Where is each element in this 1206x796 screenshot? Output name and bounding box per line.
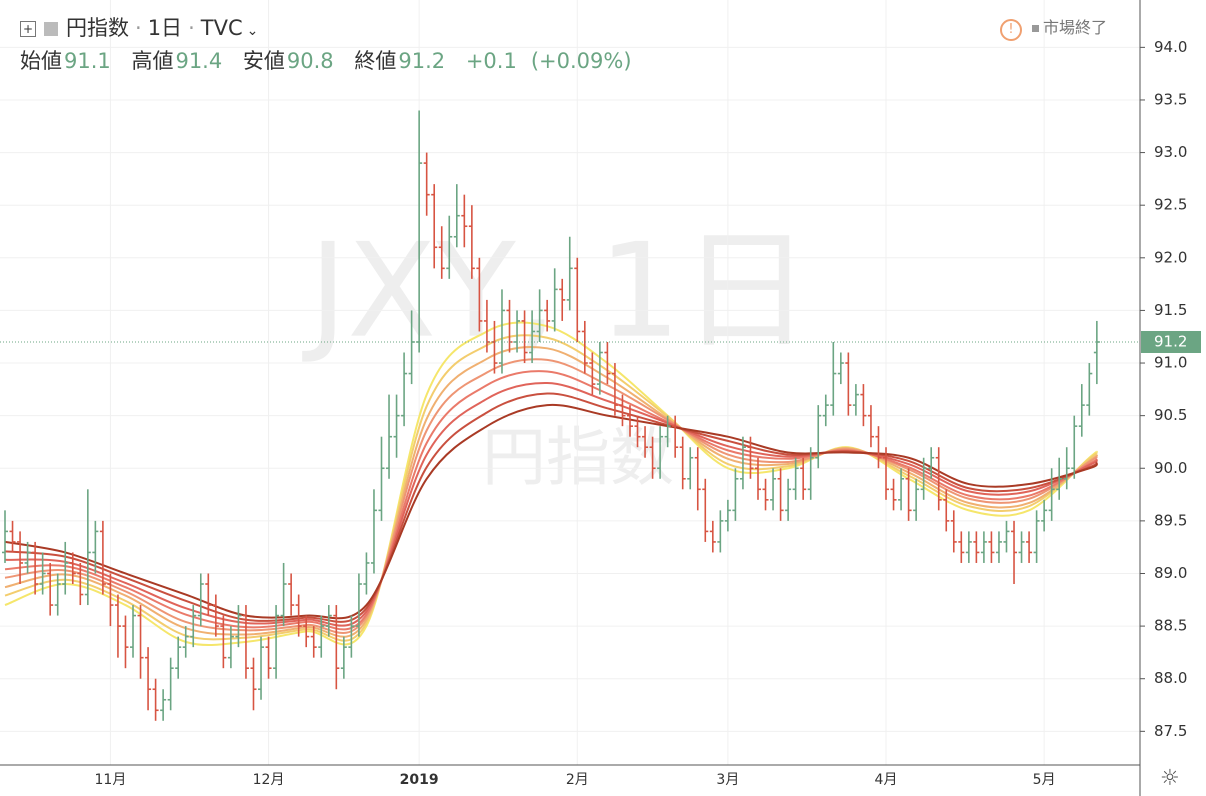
symbol-icon xyxy=(44,22,58,36)
y-tick-label: 88.5 xyxy=(1154,617,1187,635)
status-text: 市場終了 xyxy=(1043,18,1108,37)
low-label: 安値 xyxy=(242,49,285,73)
x-tick-label: 11月 xyxy=(95,772,127,788)
x-tick-label: 12月 xyxy=(253,772,285,788)
x-tick-label: 2019 xyxy=(400,772,439,788)
ohlc-row: 始値91.1 高値91.4 安値90.8 終値91.2 +0.1 (+0.09%) xyxy=(20,45,646,75)
x-tick-label: 5月 xyxy=(1033,772,1056,788)
header-row: + 円指数 · 1日 · TVC ⌄ xyxy=(20,12,258,42)
warning-icon[interactable]: ! xyxy=(1000,19,1022,41)
y-tick-label: 91.0 xyxy=(1154,354,1187,372)
y-tick-label: 93.0 xyxy=(1154,143,1187,161)
y-tick-label: 90.5 xyxy=(1154,406,1187,424)
y-tick-label: 87.5 xyxy=(1154,722,1187,740)
settings-icon[interactable]: ☼ xyxy=(1160,766,1180,791)
low-value: 90.8 xyxy=(286,49,334,73)
last-price-label: 91.2 xyxy=(1154,332,1187,350)
y-tick-label: 89.5 xyxy=(1154,511,1187,529)
watermark-subtitle: 円指数 xyxy=(482,422,674,496)
exchange[interactable]: TVC xyxy=(200,16,243,40)
moving-average xyxy=(4,392,1098,623)
x-tick-label: 3月 xyxy=(716,772,739,788)
y-tick-label: 92.0 xyxy=(1154,248,1187,266)
high-label: 高値 xyxy=(131,49,174,73)
moving-average xyxy=(4,358,1098,634)
market-status: ! 市場終了 xyxy=(1000,14,1107,41)
x-tick-label: 2月 xyxy=(566,772,589,788)
watermark: JXY, 1日 xyxy=(302,215,811,367)
y-tick-label: 91.5 xyxy=(1154,301,1187,319)
last-price-badge xyxy=(1141,330,1201,353)
change: +0.1 xyxy=(465,49,517,73)
symbol: 円指数 xyxy=(66,16,129,40)
change-percent: (+0.09%) xyxy=(530,49,632,73)
high-value: 91.4 xyxy=(175,49,223,73)
moving-average xyxy=(4,382,1098,627)
x-tick-label: 4月 xyxy=(875,772,898,788)
y-tick-label: 92.5 xyxy=(1154,196,1187,214)
y-tick-label: 94.0 xyxy=(1154,38,1187,56)
moving-average xyxy=(4,370,1098,631)
expand-icon[interactable]: + xyxy=(20,21,36,37)
close-label: 終値 xyxy=(354,49,397,73)
y-tick-label: 93.5 xyxy=(1154,90,1187,108)
interval: 1日 xyxy=(147,16,183,40)
close-value: 91.2 xyxy=(398,49,446,73)
open-value: 91.1 xyxy=(64,49,111,73)
open-label: 始値 xyxy=(20,49,62,73)
moving-average xyxy=(4,321,1098,647)
y-tick-label: 90.0 xyxy=(1154,459,1187,477)
y-tick-label: 89.0 xyxy=(1154,564,1187,582)
moving-average xyxy=(4,345,1098,638)
y-tick-label: 88.0 xyxy=(1154,669,1187,687)
